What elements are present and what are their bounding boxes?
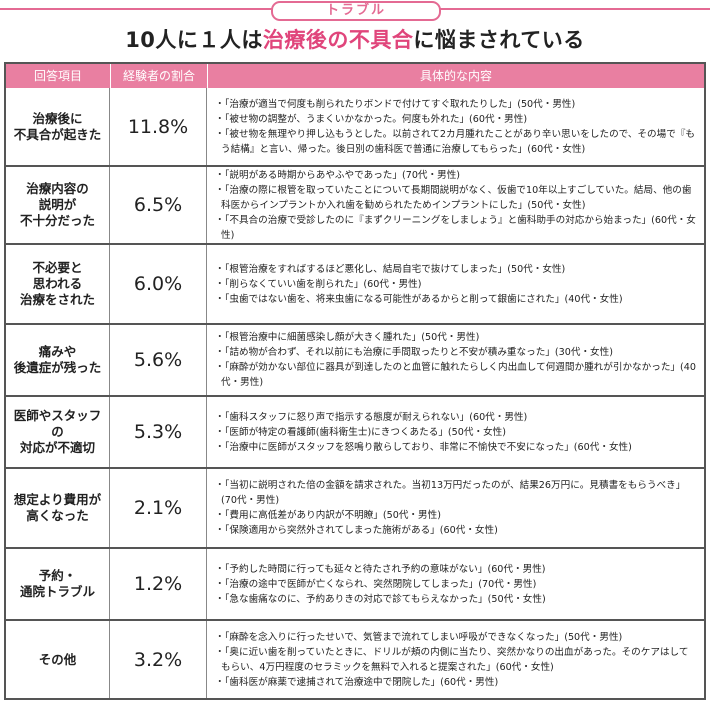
detail-item: 「説明がある時期からあやふやであった」(70代・男性) <box>215 168 696 183</box>
row-item-label: 不必要と 思われる 治療をされた <box>6 245 110 323</box>
detail-item: 「治療の際に根管を取っていたことについて長期間説明がなく、仮歯で10年以上すごし… <box>215 183 696 213</box>
detail-item: 「保険適用から突然外されてしまった施術がある」(60代・女性) <box>215 523 696 538</box>
row-item-label: 医師やスタッフの 対応が不適切 <box>6 397 110 467</box>
row-percent: 2.1% <box>110 469 207 547</box>
detail-item: 「治療中に医師がスタッフを怒鳴り散らしており、非常に不愉快で不安になった」(60… <box>215 440 696 455</box>
page-title: 10人に１人は治療後の不具合に悩まされている <box>0 24 710 54</box>
detail-item: 「削らなくていい歯を削られた」(60代・男性) <box>215 277 696 292</box>
row-details: 「予約した時間に行っても延々と待たされ予約の意味がない」(60代・男性)「治療の… <box>207 549 704 619</box>
detail-item: 「治療が適当で何度も削られたりボンドで付けてすぐ取れたりした」(50代・男性) <box>215 97 696 112</box>
detail-item: 「治療の途中で医師が亡くなられ、突然閉院してしまった」(70代・男性) <box>215 577 696 592</box>
detail-item: 「根管治療中に細菌感染し顔が大きく腫れた」(50代・男性) <box>215 330 696 345</box>
row-item-label: 想定より費用が 高くなった <box>6 469 110 547</box>
detail-item: 「麻酔を念入りに行ったせいで、気管まで流れてしまい呼吸ができなくなった」(50代… <box>215 630 696 645</box>
table-row: 痛みや 後遺症が残った5.6%「根管治療中に細菌感染し顔が大きく腫れた」(50代… <box>6 323 704 395</box>
row-details: 「麻酔を念入りに行ったせいで、気管まで流れてしまい呼吸ができなくなった」(50代… <box>207 621 704 698</box>
table-row: 不必要と 思われる 治療をされた6.0%「根管治療をすればするほど悪化し、結局自… <box>6 243 704 323</box>
detail-item: 「被せ物を無理やり押し込もうとした。以前されて2カ月腫れたことがあり辛い思いをし… <box>215 127 696 157</box>
detail-item: 「詰め物が合わず、それ以前にも治療に手間取ったりと不安が積み重なった」(30代・… <box>215 345 696 360</box>
detail-item: 「麻酔が効かない部位に器具が到達したのと血管に触れたらしく内出血して何週間か腫れ… <box>215 360 696 390</box>
row-percent: 6.5% <box>110 167 207 243</box>
detail-item: 「奥に近い歯を削っていたときに、ドリルが頬の内側に当たり、突然かなりの出血があっ… <box>215 645 696 675</box>
detail-item: 「急な歯痛なのに、予約ありきの対応で診てもらえなかった」(50代・女性) <box>215 592 696 607</box>
table-row: 治療内容の 説明が 不十分だった6.5%「説明がある時期からあやふやであった」(… <box>6 165 704 243</box>
row-details: 「歯科スタッフに怒り声で指示する態度が耐えられない」(60代・男性)「医師が特定… <box>207 397 704 467</box>
detail-item: 「被せ物の調整が、うまくいかなかった。何度も外れた」(60代・男性) <box>215 112 696 127</box>
table-row: 治療後に 不具合が起きた11.8%「治療が適当で何度も削られたりボンドで付けてす… <box>6 88 704 165</box>
row-percent: 11.8% <box>110 88 207 165</box>
row-item-label: 治療内容の 説明が 不十分だった <box>6 167 110 243</box>
row-percent: 1.2% <box>110 549 207 619</box>
row-details: 「根管治療中に細菌感染し顔が大きく腫れた」(50代・男性)「詰め物が合わず、それ… <box>207 325 704 395</box>
row-percent: 3.2% <box>110 621 207 698</box>
row-details: 「説明がある時期からあやふやであった」(70代・男性)「治療の際に根管を取ってい… <box>207 167 704 243</box>
row-item-label: 予約・ 通院トラブル <box>6 549 110 619</box>
row-percent: 6.0% <box>110 245 207 323</box>
detail-item: 「費用に高低差があり内訳が不明瞭」(50代・男性) <box>215 508 696 523</box>
detail-item: 「医師が特定の看護師(歯科衛生士)にきつくあたる」(50代・女性) <box>215 425 696 440</box>
row-details: 「当初に説明された倍の金額を請求された。当初13万円だったのが、結果26万円に。… <box>207 469 704 547</box>
title-post: に悩まされている <box>413 28 585 52</box>
trouble-table: 回答項目 経験者の割合 具体的な内容 治療後に 不具合が起きた11.8%「治療が… <box>4 62 706 700</box>
row-percent: 5.3% <box>110 397 207 467</box>
table-header: 回答項目 経験者の割合 具体的な内容 <box>6 64 704 88</box>
detail-item: 「当初に説明された倍の金額を請求された。当初13万円だったのが、結果26万円に。… <box>215 478 696 508</box>
table-row: 予約・ 通院トラブル1.2%「予約した時間に行っても延々と待たされ予約の意味がな… <box>6 547 704 619</box>
detail-item: 「予約した時間に行っても延々と待たされ予約の意味がない」(60代・男性) <box>215 562 696 577</box>
title-pre: 10人に１人は <box>125 28 263 52</box>
detail-item: 「歯科スタッフに怒り声で指示する態度が耐えられない」(60代・男性) <box>215 410 696 425</box>
col-header-item: 回答項目 <box>6 64 111 88</box>
detail-item: 「虫歯ではない歯を、将来虫歯になる可能性があるからと削って銀歯にされた」(40代… <box>215 292 696 307</box>
detail-item: 「歯科医が麻薬で逮捕されて治療途中で閉院した」(60代・男性) <box>215 675 696 690</box>
col-header-details: 具体的な内容 <box>419 69 492 83</box>
row-item-label: 治療後に 不具合が起きた <box>6 88 110 165</box>
table-body: 治療後に 不具合が起きた11.8%「治療が適当で何度も削られたりボンドで付けてす… <box>6 88 704 698</box>
row-details: 「治療が適当で何度も削られたりボンドで付けてすぐ取れたりした」(50代・男性)「… <box>207 88 704 165</box>
detail-item: 「不具合の治療で受診したのに『まずクリーニングをしましょう』と歯科助手の対応から… <box>215 213 696 243</box>
row-details: 「根管治療をすればするほど悪化し、結局自宅で抜けてしまった」(50代・女性)「削… <box>207 245 704 323</box>
title-highlight: 治療後の不具合 <box>262 28 414 52</box>
table-row: 医師やスタッフの 対応が不適切5.3%「歯科スタッフに怒り声で指示する態度が耐え… <box>6 395 704 467</box>
row-item-label: その他 <box>6 621 110 698</box>
row-item-label: 痛みや 後遺症が残った <box>6 325 110 395</box>
detail-item: 「根管治療をすればするほど悪化し、結局自宅で抜けてしまった」(50代・女性) <box>215 262 696 277</box>
col-header-percent: 経験者の割合 <box>111 64 208 88</box>
section-badge: トラブル <box>271 1 441 21</box>
row-percent: 5.6% <box>110 325 207 395</box>
